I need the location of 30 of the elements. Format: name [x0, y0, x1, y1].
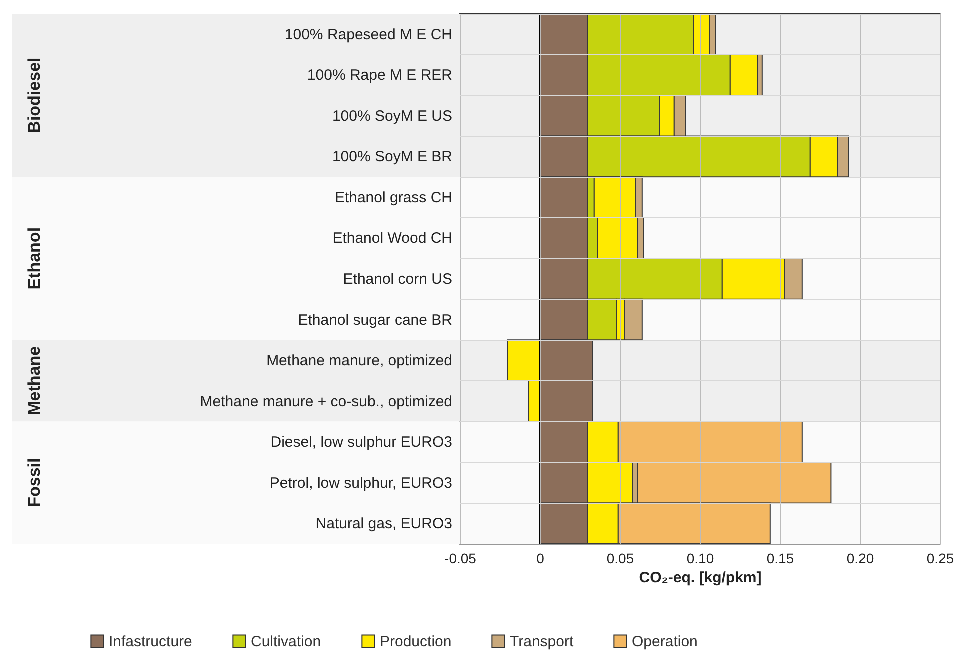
legend-label: Cultivation [251, 634, 322, 651]
y-tick-label: 100% SoyM E US [332, 108, 452, 125]
y-tick-label: 100% Rape M E RER [307, 67, 453, 84]
band-label: Ethanol [25, 227, 44, 290]
band-label: Fossil [25, 458, 44, 508]
legend-label: Operation [632, 634, 698, 651]
y-tick-label: Ethanol corn US [343, 271, 452, 288]
y-tick-label: Diesel, low sulphur EURO3 [270, 434, 452, 452]
x-tick-label: 0 [536, 550, 545, 566]
y-tick-label: Ethanol sugar cane BR [298, 312, 453, 329]
x-tick-label: 0.25 [926, 550, 954, 566]
y-tick-label: Methane manure + co-sub., optimized [200, 393, 452, 410]
y-tick-label: 100% Rapeseed M E CH [284, 26, 452, 44]
legend-label: Production [380, 634, 452, 651]
x-tick-label: 0.20 [846, 550, 874, 566]
x-tick-label: 0.15 [766, 550, 794, 566]
y-tick-label: Natural gas, EURO3 [316, 516, 452, 533]
y-tick-label: Ethanol grass CH [334, 189, 452, 206]
legend-label: Infastructure [109, 634, 192, 651]
y-tick-label: Ethanol Wood CH [332, 230, 452, 248]
x-tick-label: -0.05 [444, 550, 477, 566]
legend-label: Transport [510, 634, 574, 651]
x-tick-label: 0.10 [686, 550, 714, 566]
y-tick-label: Petrol, low sulphur, EURO3 [270, 474, 452, 492]
x-axis-title: CO₂-eq. [kg/pkm] [639, 570, 762, 586]
band-label: Methane [25, 346, 44, 416]
y-tick-label: Methane manure, optimized [266, 352, 452, 370]
x-tick-label: 0.05 [606, 550, 634, 566]
band-label: Biodiesel [25, 58, 44, 134]
y-tick-label: 100% SoyM E BR [332, 148, 453, 166]
